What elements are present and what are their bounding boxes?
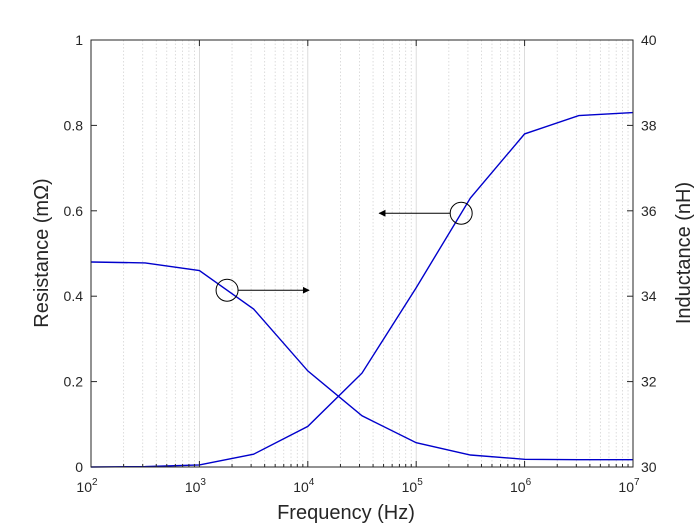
y-right-tick-label: 36	[641, 203, 657, 219]
x-tick-label: 106	[510, 477, 532, 495]
y-left-tick-label: 0.6	[64, 203, 84, 219]
y-axis-left-title: Resistance (mΩ)	[31, 178, 53, 327]
y-left-tick-label: 0	[75, 459, 83, 475]
y-left-tick-label: 1	[75, 32, 83, 48]
plot-frame	[90, 39, 634, 468]
x-tick-label: 107	[618, 477, 640, 495]
x-tick-label: 102	[76, 477, 98, 495]
y-right-tick-label: 34	[641, 288, 657, 304]
y-left-tick-label: 0.4	[64, 288, 84, 304]
x-tick-label: 104	[293, 477, 315, 495]
y-right-tick-label: 40	[641, 32, 657, 48]
annotations-layer	[215, 201, 473, 302]
series-layer	[90, 111, 634, 468]
y-axis-right-title: Inductance (nH)	[673, 182, 695, 324]
y-right-tick-label: 38	[641, 117, 657, 133]
grid	[123, 40, 629, 467]
y-left-tick-label: 0.8	[64, 117, 84, 133]
y-right-tick-label: 32	[641, 374, 657, 390]
plot-background	[91, 40, 633, 467]
y-right-tick-label: 30	[641, 459, 657, 475]
x-tick-label: 103	[185, 477, 207, 495]
y-left-tick-label: 0.2	[64, 374, 84, 390]
x-tick-label: 105	[402, 477, 424, 495]
inductance-line	[90, 261, 633, 461]
resistance-line	[90, 111, 634, 468]
ticks-layer: 102 103 104 105 106 107 0 0.2 0.4 0.6 0.8 1 30 32 34 36…	[64, 32, 657, 495]
x-axis-title: Frequency (Hz)	[277, 502, 415, 524]
